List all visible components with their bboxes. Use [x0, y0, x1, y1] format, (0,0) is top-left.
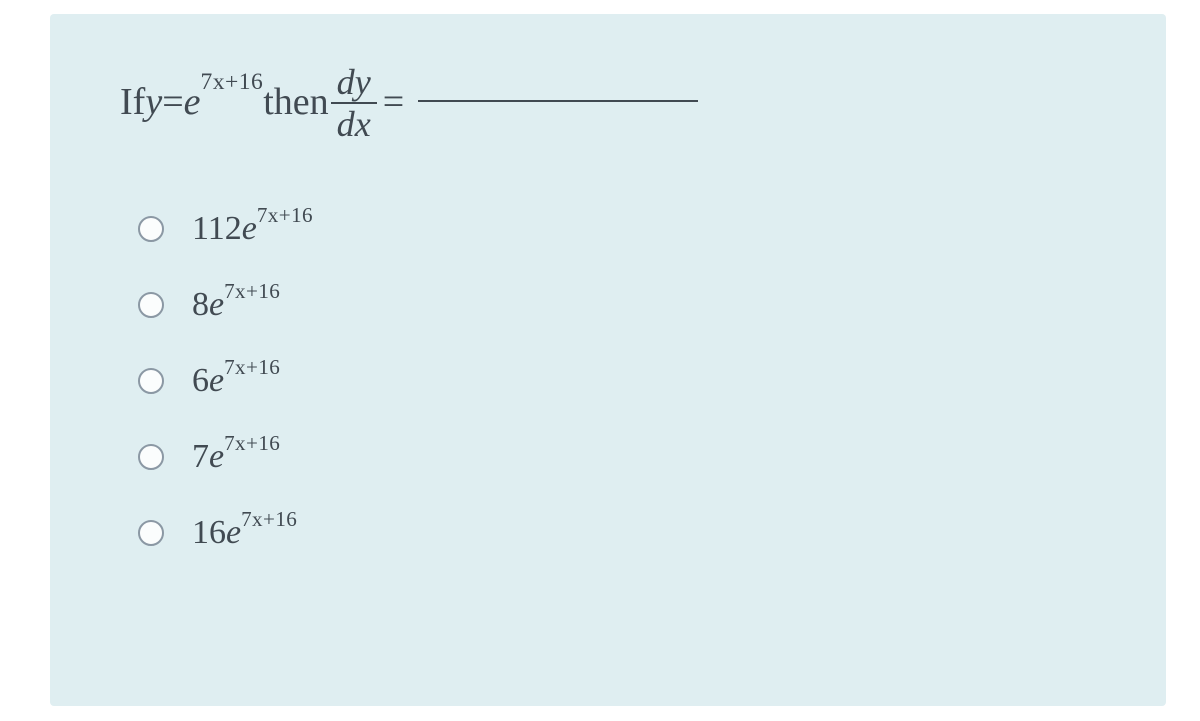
option-base: e — [209, 286, 224, 323]
option-base: e — [209, 438, 224, 475]
option-coefficient: 112 — [192, 210, 242, 247]
option-exponent: 7x+16 — [224, 355, 280, 379]
options-list: 112e7x+168e7x+166e7x+167e7x+1616e7x+16 — [120, 212, 1106, 550]
option-base: e — [226, 514, 241, 551]
question-fraction: dy dx — [331, 64, 377, 142]
option-coefficient: 7 — [192, 438, 209, 475]
question-base: e — [184, 82, 201, 124]
question-prefix: If — [120, 82, 145, 124]
option-exponent: 7x+16 — [257, 203, 313, 227]
option-label: 16e7x+16 — [192, 516, 297, 550]
option-base: e — [242, 210, 257, 247]
option-3[interactable]: 6e7x+16 — [138, 364, 1106, 398]
radio-icon[interactable] — [138, 216, 164, 242]
question-lhs-var: y — [145, 82, 162, 124]
option-label: 6e7x+16 — [192, 364, 280, 398]
radio-icon[interactable] — [138, 368, 164, 394]
question-equals: = — [162, 82, 183, 124]
option-exponent: 7x+16 — [224, 279, 280, 303]
option-coefficient: 8 — [192, 286, 209, 323]
option-1[interactable]: 112e7x+16 — [138, 212, 1106, 246]
option-2[interactable]: 8e7x+16 — [138, 288, 1106, 322]
option-exponent: 7x+16 — [241, 507, 297, 531]
question-card: If y = e7x+16 then dy dx = 112e7x+168e7x… — [50, 14, 1166, 706]
answer-blank — [418, 100, 698, 102]
option-exponent: 7x+16 — [224, 431, 280, 455]
fraction-denominator: dx — [331, 106, 377, 142]
question-stem: If y = e7x+16 then dy dx = — [120, 64, 1106, 142]
question-exponent: 7x+16 — [201, 70, 264, 96]
option-coefficient: 16 — [192, 514, 226, 551]
question-then: then — [263, 82, 328, 124]
radio-icon[interactable] — [138, 520, 164, 546]
option-coefficient: 6 — [192, 362, 209, 399]
option-5[interactable]: 16e7x+16 — [138, 516, 1106, 550]
option-4[interactable]: 7e7x+16 — [138, 440, 1106, 474]
radio-icon[interactable] — [138, 292, 164, 318]
option-label: 8e7x+16 — [192, 288, 280, 322]
radio-icon[interactable] — [138, 444, 164, 470]
fraction-numerator: dy — [331, 64, 377, 100]
option-base: e — [209, 362, 224, 399]
question-equals-2: = — [383, 82, 404, 124]
option-label: 112e7x+16 — [192, 212, 313, 246]
option-label: 7e7x+16 — [192, 440, 280, 474]
